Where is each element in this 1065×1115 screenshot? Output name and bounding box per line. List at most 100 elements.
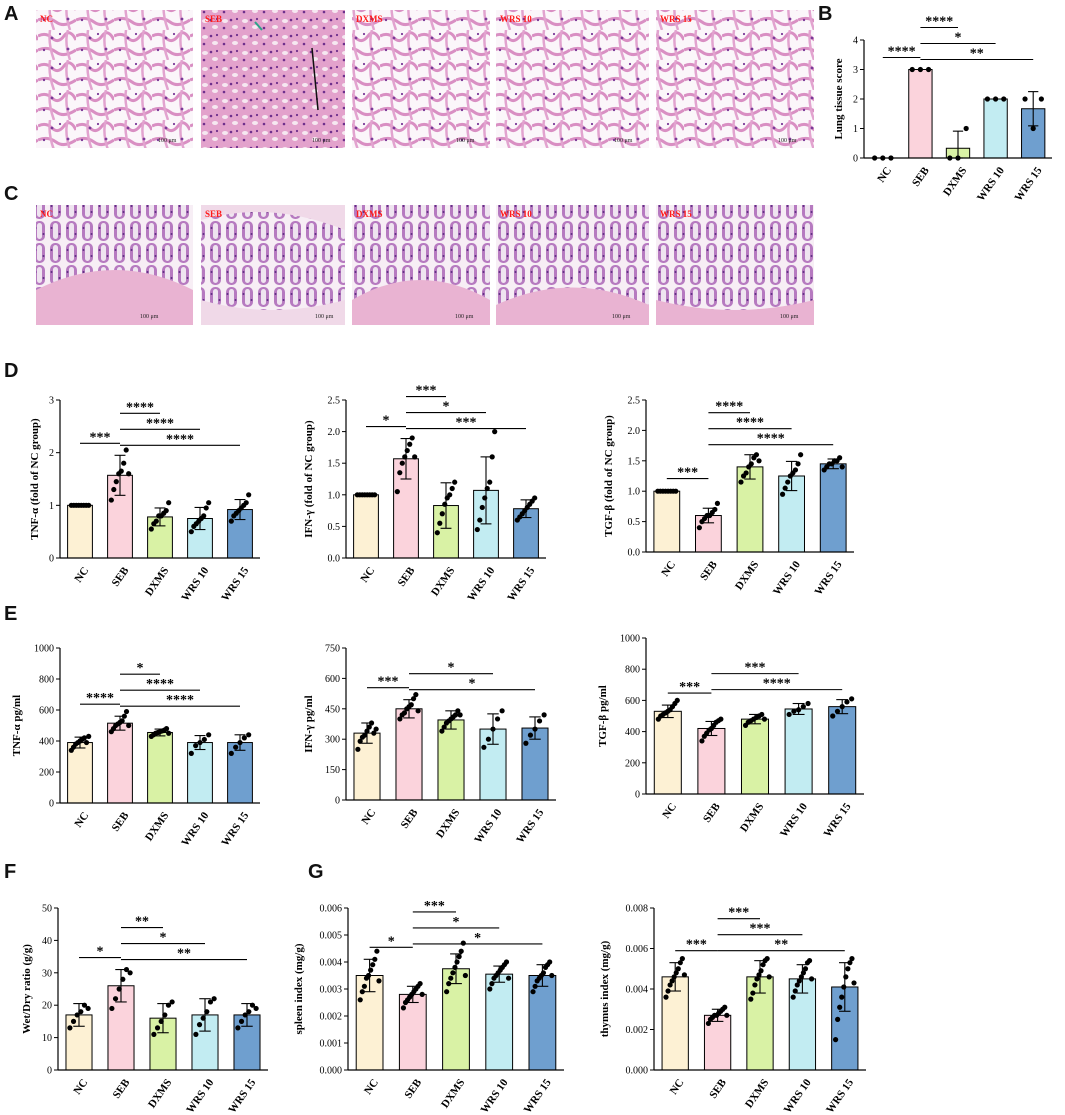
data-point <box>233 744 239 750</box>
scale-text: 100 μm <box>455 314 474 320</box>
data-point <box>750 990 756 996</box>
y-tick-label: 3 <box>853 65 858 76</box>
bar-nc <box>353 732 381 801</box>
significance-label: **** <box>715 400 743 415</box>
category-label: WRS 10 <box>478 1077 510 1115</box>
data-point <box>786 711 792 718</box>
data-point <box>148 526 154 532</box>
category-label: NC <box>359 807 378 827</box>
category-label: DXMS <box>434 807 462 840</box>
data-point <box>86 502 92 508</box>
y-tick-label: 3 <box>49 396 54 407</box>
data-point <box>441 724 447 730</box>
data-point <box>447 492 453 498</box>
category-label: DXMS <box>143 810 171 843</box>
data-point <box>487 479 493 485</box>
data-point <box>1001 96 1007 102</box>
data-point <box>446 981 452 987</box>
data-point <box>376 978 382 984</box>
data-point <box>795 461 801 467</box>
significance-label: * <box>383 414 390 429</box>
colon-label-nc: NC <box>40 209 53 219</box>
bar-dxms <box>147 731 173 804</box>
category-label: WRS 10 <box>179 810 211 849</box>
data-point <box>238 1018 245 1024</box>
y-tick-label: 50 <box>42 904 52 915</box>
y-tick-label: 0.006 <box>320 904 343 915</box>
data-point <box>211 996 217 1002</box>
category-label: WRS 10 <box>179 565 211 604</box>
category-label: WRS 15 <box>219 810 251 849</box>
data-point <box>434 530 440 536</box>
y-tick-label: 30 <box>42 968 52 979</box>
category-label: SEB <box>396 564 418 588</box>
y-tick-label: 150 <box>325 765 340 776</box>
bar-wrs10 <box>983 98 1008 159</box>
data-point <box>116 986 122 992</box>
annotation-arrow-black <box>311 47 319 111</box>
data-point <box>408 702 414 708</box>
data-point <box>394 489 400 495</box>
y-tick-label: 0.000 <box>626 1066 649 1077</box>
category-label: NC <box>660 801 679 821</box>
y-tick-label: 0 <box>335 796 340 807</box>
data-point <box>204 1009 210 1015</box>
scale-text: 100 μm <box>778 138 797 144</box>
significance-label: *** <box>416 384 437 399</box>
data-point <box>714 500 721 506</box>
colon-image-wrs15: WRS 15 100 μm <box>656 205 814 325</box>
y-tick-label: 0.002 <box>320 1012 343 1023</box>
bar-nc <box>353 494 379 559</box>
category-label: NC <box>358 565 377 585</box>
y-tick-label: 0.005 <box>320 931 343 942</box>
data-point <box>851 980 857 986</box>
data-point <box>253 1005 259 1012</box>
y-tick-label: 0 <box>49 799 54 810</box>
data-point <box>206 500 212 506</box>
significance-label: * <box>453 915 460 930</box>
colon-label-wrs10: WRS 10 <box>500 209 532 219</box>
data-point <box>673 488 679 494</box>
category-label: SEB <box>698 558 720 582</box>
bar-seb <box>908 69 933 159</box>
data-point <box>207 999 214 1005</box>
significance-label: *** <box>677 466 698 481</box>
data-point <box>166 500 172 506</box>
y-tick-label: 450 <box>325 704 340 715</box>
category-label: WRS 15 <box>812 559 844 598</box>
category-label: WRS 10 <box>771 559 803 598</box>
significance-label: **** <box>925 15 953 30</box>
category-label: DXMS <box>146 1077 174 1110</box>
category-label: NC <box>362 1077 381 1097</box>
chart-thymus-index: NC SEB DXMS WRS 10 WRS 15 0.000 0.002 0.004 0.00… <box>599 904 866 1115</box>
data-point <box>724 1012 730 1018</box>
data-point <box>201 513 207 519</box>
data-point <box>718 716 724 722</box>
data-point <box>484 485 490 492</box>
colon-micrograph-row: NC 100 μm SEB 100 μm DXMS 100 μm WRS 10 … <box>36 205 814 325</box>
data-point <box>806 958 813 964</box>
data-point <box>70 1018 77 1024</box>
data-point <box>188 529 194 535</box>
chart-tgf-pgml: NC SEB DXMS WRS 10 WRS 15 0 200 400 600 800 1000 TG… <box>597 634 864 840</box>
data-point <box>845 966 851 972</box>
data-point <box>800 704 806 710</box>
y-tick-label: 40 <box>42 936 52 947</box>
category-label: SEB <box>399 806 421 830</box>
y-tick-label: 0.0 <box>328 554 341 565</box>
y-tick-label: 600 <box>325 674 340 685</box>
y-axis-label: TNF-α (fold of NC group) <box>29 418 41 540</box>
y-axis-label: IFN-γ pg/ml <box>303 695 315 752</box>
data-point <box>163 508 169 514</box>
y-tick-label: 1000 <box>620 634 640 645</box>
data-point <box>246 492 252 498</box>
data-point <box>193 1031 199 1037</box>
colon-label-dxms: DXMS <box>356 209 383 219</box>
data-point <box>485 736 492 742</box>
data-point <box>357 738 363 744</box>
data-point <box>802 966 809 972</box>
data-point <box>756 972 762 978</box>
significance-label: *** <box>90 430 111 445</box>
data-point <box>410 696 417 702</box>
lung-image-dxms: DXMS 100 μm <box>352 10 490 148</box>
